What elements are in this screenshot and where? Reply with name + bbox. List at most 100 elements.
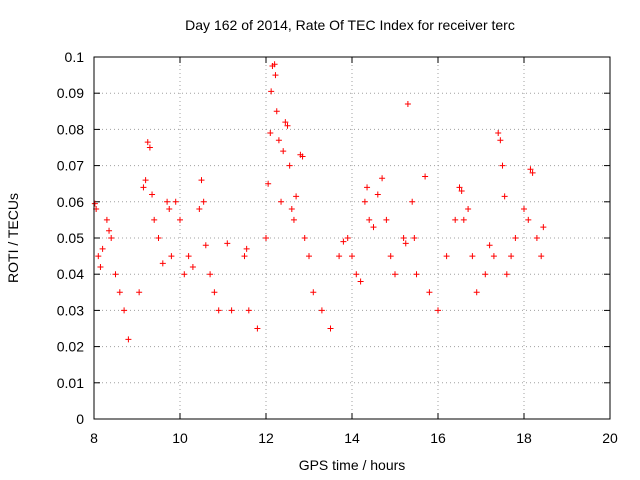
- data-point: [172, 198, 179, 205]
- data-point: [452, 216, 459, 223]
- data-point: [306, 253, 312, 260]
- data-point: [370, 224, 377, 231]
- y-tick-label: 0.09: [57, 85, 84, 101]
- data-point: [116, 289, 123, 296]
- data-point: [318, 307, 325, 314]
- data-point: [366, 216, 373, 223]
- data-point: [501, 193, 508, 200]
- data-point: [527, 166, 534, 173]
- plot-frame: [93, 56, 611, 420]
- data-point: [263, 235, 269, 241]
- data-point: [460, 216, 467, 223]
- data-point: [469, 253, 476, 260]
- data-point: [290, 216, 297, 223]
- data-point: [411, 235, 418, 241]
- data-point: [540, 224, 547, 231]
- data-point: [349, 253, 355, 260]
- data-point: [215, 307, 222, 314]
- data-point: [211, 289, 218, 296]
- data-point: [327, 325, 334, 332]
- data-point: [106, 227, 113, 234]
- data-point: [392, 271, 398, 278]
- y-tick-label: 0.04: [57, 266, 84, 282]
- data-point: [245, 307, 252, 314]
- x-tick-label: 16: [430, 430, 446, 446]
- data-point: [525, 216, 532, 223]
- y-tick-label: 0.01: [57, 375, 84, 391]
- data-point: [278, 198, 285, 205]
- y-tick-label: 0: [76, 411, 84, 427]
- data-point: [293, 193, 300, 200]
- data-point: [189, 263, 196, 270]
- data-point: [91, 200, 98, 207]
- y-tick-labels: 0 0.01 0.02 0.03 0.04 0.05 0.06 0.07 0.08 0.09 0.1: [57, 49, 84, 427]
- data-point: [108, 235, 115, 241]
- data-point: [228, 307, 235, 314]
- y-tick-label: 0.03: [57, 302, 84, 318]
- y-tick-label: 0.1: [65, 49, 85, 65]
- x-axis-label: GPS time / hours: [299, 457, 406, 473]
- data-point: [521, 206, 527, 213]
- data-point: [482, 271, 489, 278]
- data-point: [486, 242, 493, 249]
- data-point: [499, 162, 506, 169]
- data-point: [155, 235, 162, 241]
- data-point: [121, 307, 128, 314]
- data-point: [142, 177, 149, 184]
- data-point: [168, 253, 175, 260]
- data-point: [533, 235, 540, 241]
- data-point: [299, 153, 306, 160]
- data-point: [268, 88, 275, 95]
- data-point: [357, 278, 364, 285]
- data-point: [490, 253, 497, 260]
- x-tick-labels: 8 10 12 14 16 18 20: [90, 430, 618, 446]
- data-point: [458, 187, 465, 194]
- data-point: [243, 245, 250, 252]
- data-point: [508, 253, 515, 260]
- data-point: [383, 216, 390, 223]
- data-point: [379, 175, 386, 182]
- x-tick-label: 10: [172, 430, 188, 446]
- data-point: [280, 148, 287, 155]
- y-tick-label: 0.07: [57, 158, 84, 174]
- data-point: [185, 253, 192, 260]
- data-point: [529, 169, 536, 176]
- data-point: [413, 271, 420, 278]
- data-point: [288, 206, 295, 213]
- data-point: [95, 253, 102, 260]
- data-point: [151, 216, 158, 223]
- data-point: [495, 130, 502, 137]
- data-point: [443, 253, 450, 260]
- data-point: [435, 307, 441, 314]
- data-point: [336, 253, 343, 260]
- data-point: [202, 242, 209, 249]
- data-point: [400, 235, 407, 241]
- data-point: [198, 177, 205, 184]
- data-point: [282, 119, 289, 126]
- data-point: [273, 108, 280, 115]
- data-point: [286, 162, 293, 169]
- data-point: [301, 235, 308, 241]
- x-tick-label: 18: [516, 430, 532, 446]
- data-point: [497, 137, 504, 144]
- y-tick-label: 0.06: [57, 194, 84, 210]
- data-point: [404, 101, 411, 108]
- data-point: [97, 263, 104, 270]
- data-point: [310, 289, 317, 296]
- data-point: [275, 137, 282, 144]
- data-point: [456, 184, 463, 191]
- data-point: [473, 289, 480, 296]
- data-point: [103, 216, 110, 223]
- data-point: [265, 180, 272, 187]
- data-point: [159, 260, 166, 267]
- data-point: [224, 240, 231, 247]
- data-point: [200, 198, 207, 205]
- data-point: [241, 253, 248, 260]
- data-point: [387, 253, 394, 260]
- y-tick-label: 0.08: [57, 121, 84, 137]
- data-point: [177, 216, 183, 223]
- data-point: [99, 245, 106, 252]
- data-point: [125, 336, 132, 343]
- x-tick-label: 12: [258, 430, 274, 446]
